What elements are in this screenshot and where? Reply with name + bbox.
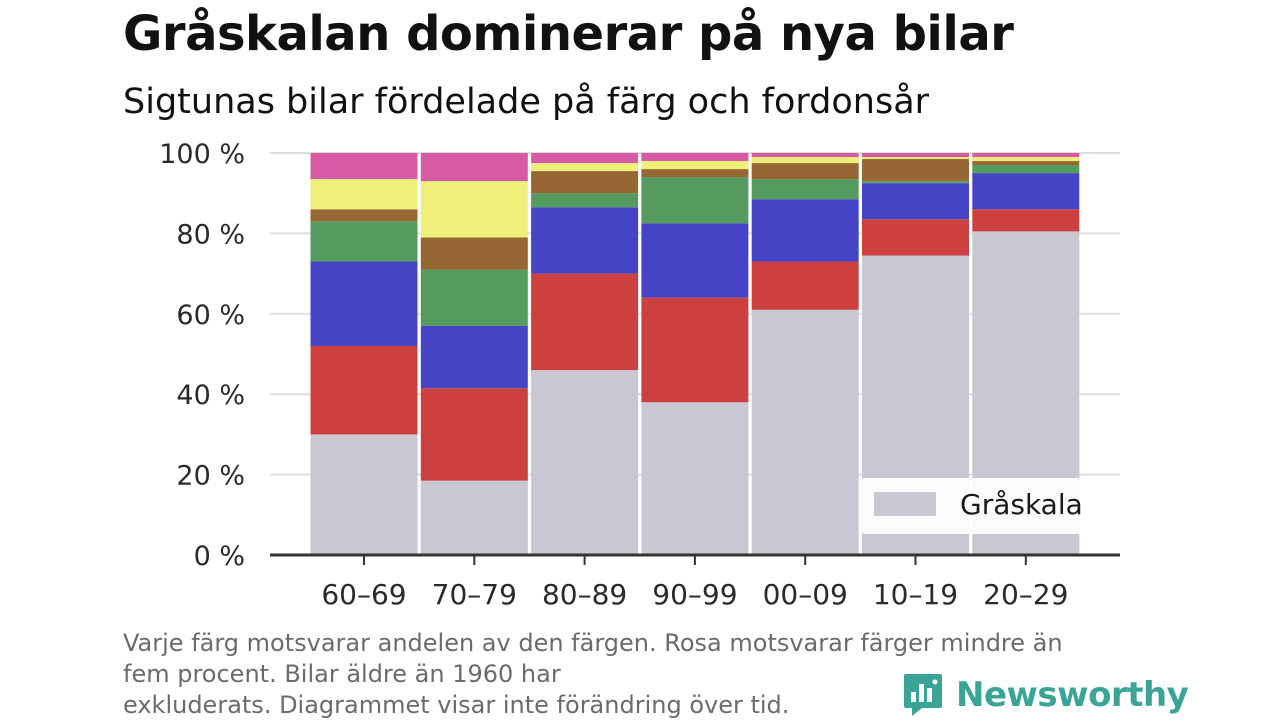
y-tick-label: 0 % xyxy=(194,541,245,572)
bar-segment xyxy=(972,153,1080,158)
footnote-line-1: Varje färg motsvarar andelen av den färg… xyxy=(123,629,1063,657)
bar-segment xyxy=(972,161,1080,166)
newsworthy-bar-chart-icon xyxy=(904,674,942,716)
bar-segment xyxy=(862,159,969,182)
bar-segment xyxy=(310,179,418,210)
y-tick-label: 100 % xyxy=(159,139,245,170)
bar-segment xyxy=(310,434,418,555)
footnote-line-3: exkluderats. Diagrammet visar inte förän… xyxy=(123,691,790,719)
bar-segment xyxy=(531,153,639,164)
x-tick-label: 10–19 xyxy=(873,578,958,611)
bar-segment xyxy=(420,181,528,238)
brand-name: Newsworthy xyxy=(956,675,1189,715)
bar-segment xyxy=(862,219,969,256)
bar-segment xyxy=(420,480,528,555)
bar-segment xyxy=(420,269,528,326)
bar-stack xyxy=(751,153,859,555)
bar-stack xyxy=(641,153,749,555)
bar-segment xyxy=(310,345,418,435)
bar-segment xyxy=(310,209,418,222)
bar-segment xyxy=(972,209,1080,232)
bar-segment xyxy=(531,163,639,172)
bar-segment xyxy=(641,169,749,178)
brand-logo: Newsworthy xyxy=(902,670,1189,720)
bar-stack xyxy=(531,153,639,555)
bar-segment xyxy=(420,237,528,270)
bar-stack xyxy=(420,153,528,555)
bar-segment xyxy=(972,157,1080,162)
bar-segment xyxy=(531,171,639,194)
x-tick-label: 70–79 xyxy=(432,578,517,611)
x-tick-label: 00–09 xyxy=(763,578,848,611)
legend-label-graskala: Gråskala xyxy=(960,488,1083,521)
bar-segment xyxy=(751,199,859,262)
bar-segment xyxy=(641,297,749,403)
x-tick-label: 20–29 xyxy=(983,578,1068,611)
bar-segment xyxy=(641,177,749,224)
bar-segment xyxy=(862,181,969,184)
bar-segment xyxy=(531,207,639,274)
bar-segment xyxy=(531,273,639,371)
bar-segment xyxy=(751,163,859,180)
bar-segment xyxy=(862,183,969,220)
bar-segment xyxy=(420,325,528,389)
x-tick-label: 80–89 xyxy=(542,578,627,611)
bar-segment xyxy=(310,261,418,346)
y-tick-label: 40 % xyxy=(176,380,245,411)
bar-segment xyxy=(751,261,859,310)
bar-segment xyxy=(641,402,749,555)
bar-segment xyxy=(751,157,859,164)
bar-segment xyxy=(531,193,639,208)
bar-segment xyxy=(420,153,528,182)
bar-segment xyxy=(531,370,639,555)
chart-subtitle: Sigtunas bilar fördelade på färg och for… xyxy=(123,82,930,122)
bar-segment xyxy=(310,153,418,180)
footnote: Varje färg motsvarar andelen av den färg… xyxy=(123,628,1133,721)
bar-segment xyxy=(420,388,528,481)
x-tick-label: 60–69 xyxy=(321,578,406,611)
footnote-line-2: fem procent. Bilar äldre än 1960 har xyxy=(123,660,561,688)
bar-segment xyxy=(641,153,749,162)
legend-swatch-graskala xyxy=(874,492,936,516)
bar-segment xyxy=(972,165,1080,174)
bar-segment xyxy=(751,153,859,158)
bar-segment xyxy=(641,223,749,298)
bar-segment xyxy=(862,153,969,158)
bar-segment xyxy=(862,157,969,160)
bar-segment xyxy=(641,161,749,170)
chart-title: Gråskalan dominerar på nya bilar xyxy=(123,6,1014,62)
x-tick-label: 90–99 xyxy=(652,578,737,611)
y-tick-label: 20 % xyxy=(176,461,245,492)
bar-stack xyxy=(310,153,418,555)
y-tick-label: 60 % xyxy=(176,300,245,331)
bar-segment xyxy=(310,221,418,262)
bar-segment xyxy=(751,309,859,555)
y-tick-label: 80 % xyxy=(176,219,245,250)
bar-segment xyxy=(751,179,859,200)
bar-segment xyxy=(972,173,1080,210)
legend: Gråskala xyxy=(862,478,1083,534)
axes: 0 % 20 % 40 % 60 % 80 % 100 % 60–69 70–79 80–89 9… xyxy=(159,139,1120,611)
